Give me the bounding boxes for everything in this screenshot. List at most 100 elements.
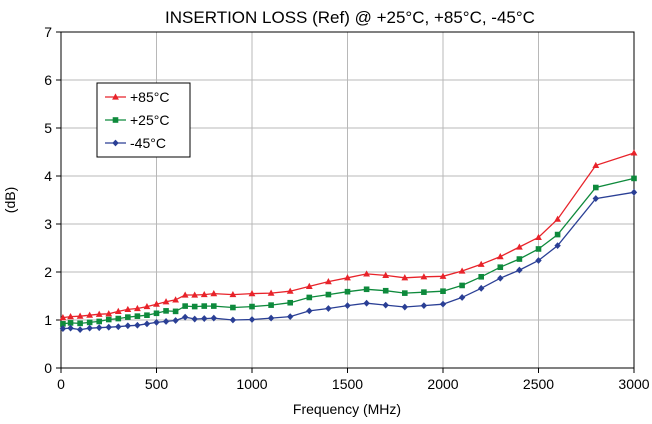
data-point: [287, 313, 294, 321]
data-point: [382, 287, 389, 294]
data-point: [306, 294, 313, 301]
data-point: [305, 282, 313, 289]
y-tick-label: 2: [44, 264, 52, 280]
data-point: [134, 321, 141, 329]
data-point: [201, 315, 208, 322]
data-point: [344, 302, 351, 309]
data-point: [439, 272, 447, 279]
data-point: [86, 311, 94, 318]
data-point: [401, 274, 409, 281]
data-point: [191, 291, 199, 298]
data-point: [229, 316, 237, 324]
y-tick-label: 6: [44, 72, 52, 88]
y-tick-label: 3: [44, 216, 52, 232]
data-point: [363, 299, 370, 307]
data-point: [191, 303, 198, 310]
y-tick-label: 4: [44, 168, 52, 184]
series-1: [59, 149, 638, 321]
data-point: [497, 274, 504, 282]
data-point: [382, 271, 390, 278]
data-point: [201, 303, 208, 309]
data-point: [344, 274, 351, 281]
data-point: [344, 288, 351, 295]
data-point: [60, 321, 66, 327]
legend: +85°C +25°C -45°C: [96, 82, 191, 158]
data-point: [115, 315, 122, 322]
data-point: [554, 215, 561, 222]
data-point: [67, 324, 74, 332]
data-point: [401, 303, 408, 311]
data-point: [535, 233, 542, 241]
data-point: [95, 310, 103, 317]
data-point: [516, 243, 523, 250]
data-point: [440, 288, 446, 294]
data-point: [200, 290, 208, 298]
data-point: [516, 256, 523, 262]
x-tick-label: 1500: [332, 376, 363, 392]
data-point: [77, 320, 83, 327]
data-point: [496, 253, 504, 260]
legend-item: +85°C: [105, 89, 169, 105]
data-point: [172, 308, 179, 315]
legend-item: +25°C: [105, 112, 169, 128]
data-point: [477, 260, 485, 267]
data-point: [592, 161, 600, 169]
data-point: [421, 289, 427, 295]
data-point: [306, 307, 313, 315]
data-point: [420, 273, 428, 280]
data-point: [248, 316, 256, 323]
data-point: [96, 324, 103, 332]
data-point: [125, 314, 131, 320]
data-point: [535, 257, 542, 264]
data-point: [153, 310, 160, 317]
x-tick-label: 1000: [236, 376, 267, 392]
data-point: [497, 264, 504, 270]
data-point: [592, 195, 599, 202]
data-point: [143, 302, 151, 310]
data-point: [96, 318, 102, 325]
data-point: [181, 313, 189, 321]
data-point: [516, 266, 523, 274]
data-point: [535, 246, 542, 252]
data-point: [631, 175, 637, 182]
chart-title: INSERTION LOSS (Ref) @ +25°C, +85°C, -45…: [165, 8, 535, 27]
x-tick-label: 2000: [427, 376, 458, 392]
data-point: [630, 149, 638, 156]
data-point: [554, 242, 561, 249]
data-point: [143, 320, 151, 328]
data-point: [402, 290, 408, 296]
y-axis-label: (dB): [2, 187, 18, 213]
data-point: [363, 270, 370, 277]
data-point: [105, 316, 112, 323]
data-point: [287, 299, 293, 306]
x-tick-label: 500: [145, 376, 169, 392]
y-tick-label: 7: [44, 24, 52, 40]
data-point: [478, 284, 485, 292]
data-point: [325, 305, 332, 312]
data-point: [286, 287, 294, 294]
data-point: [630, 188, 638, 196]
legend-label: -45°C: [130, 135, 166, 151]
data-point: [114, 307, 122, 314]
data-point: [191, 315, 198, 323]
data-point: [554, 231, 561, 238]
data-point: [268, 302, 274, 308]
data-point: [86, 324, 93, 332]
data-point: [67, 320, 74, 326]
data-point: [248, 290, 256, 297]
legend-item: -45°C: [105, 135, 166, 151]
data-point: [86, 319, 93, 326]
y-tick-label: 5: [44, 120, 52, 136]
data-point: [325, 278, 332, 285]
data-point: [59, 325, 67, 333]
data-point: [162, 318, 170, 325]
data-point: [76, 326, 84, 333]
data-point: [230, 304, 236, 311]
data-point: [229, 290, 237, 298]
data-point: [124, 305, 132, 313]
data-point: [439, 300, 447, 308]
data-point: [210, 290, 218, 297]
data-point: [181, 291, 189, 298]
x-tick-label: 0: [57, 376, 65, 392]
